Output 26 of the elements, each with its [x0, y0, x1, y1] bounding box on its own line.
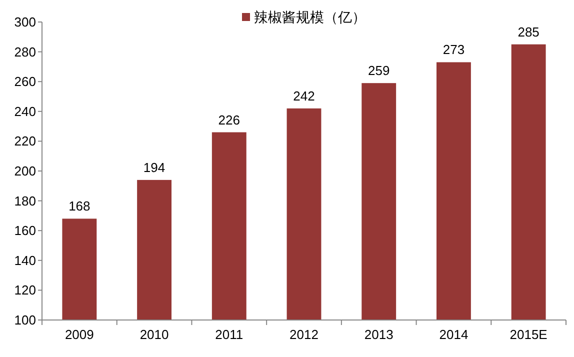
y-tick-label: 180 — [14, 193, 36, 208]
y-tick-label: 100 — [14, 312, 36, 328]
x-tick-label: 2015E — [510, 327, 548, 342]
x-tick-label: 2011 — [215, 327, 244, 342]
legend-label: 辣椒酱规模（亿） — [254, 9, 366, 25]
y-tick-label: 140 — [14, 252, 36, 268]
y-tick-label: 220 — [14, 134, 36, 149]
data-label: 259 — [368, 63, 390, 78]
y-tick-label: 200 — [14, 164, 36, 178]
y-tick-label: 160 — [14, 223, 36, 238]
y-tick-label: 120 — [14, 282, 36, 298]
data-label: 285 — [518, 24, 540, 40]
data-label: 226 — [218, 112, 240, 128]
y-tick-label: 240 — [14, 104, 36, 119]
y-tick-label: 280 — [14, 44, 36, 60]
x-tick-label: 2013 — [364, 327, 394, 342]
y-tick-label: 260 — [14, 74, 36, 90]
data-label: 242 — [293, 88, 315, 104]
x-tick-label: 2014 — [439, 327, 468, 342]
x-tick-label: 2012 — [290, 327, 318, 342]
x-tick-label: 2010 — [140, 327, 169, 342]
y-tick-label: 300 — [14, 14, 36, 30]
data-label: 168 — [68, 198, 90, 214]
data-label: 194 — [143, 160, 166, 175]
data-label: 273 — [442, 42, 465, 58]
x-tick-label: 2009 — [64, 327, 94, 342]
